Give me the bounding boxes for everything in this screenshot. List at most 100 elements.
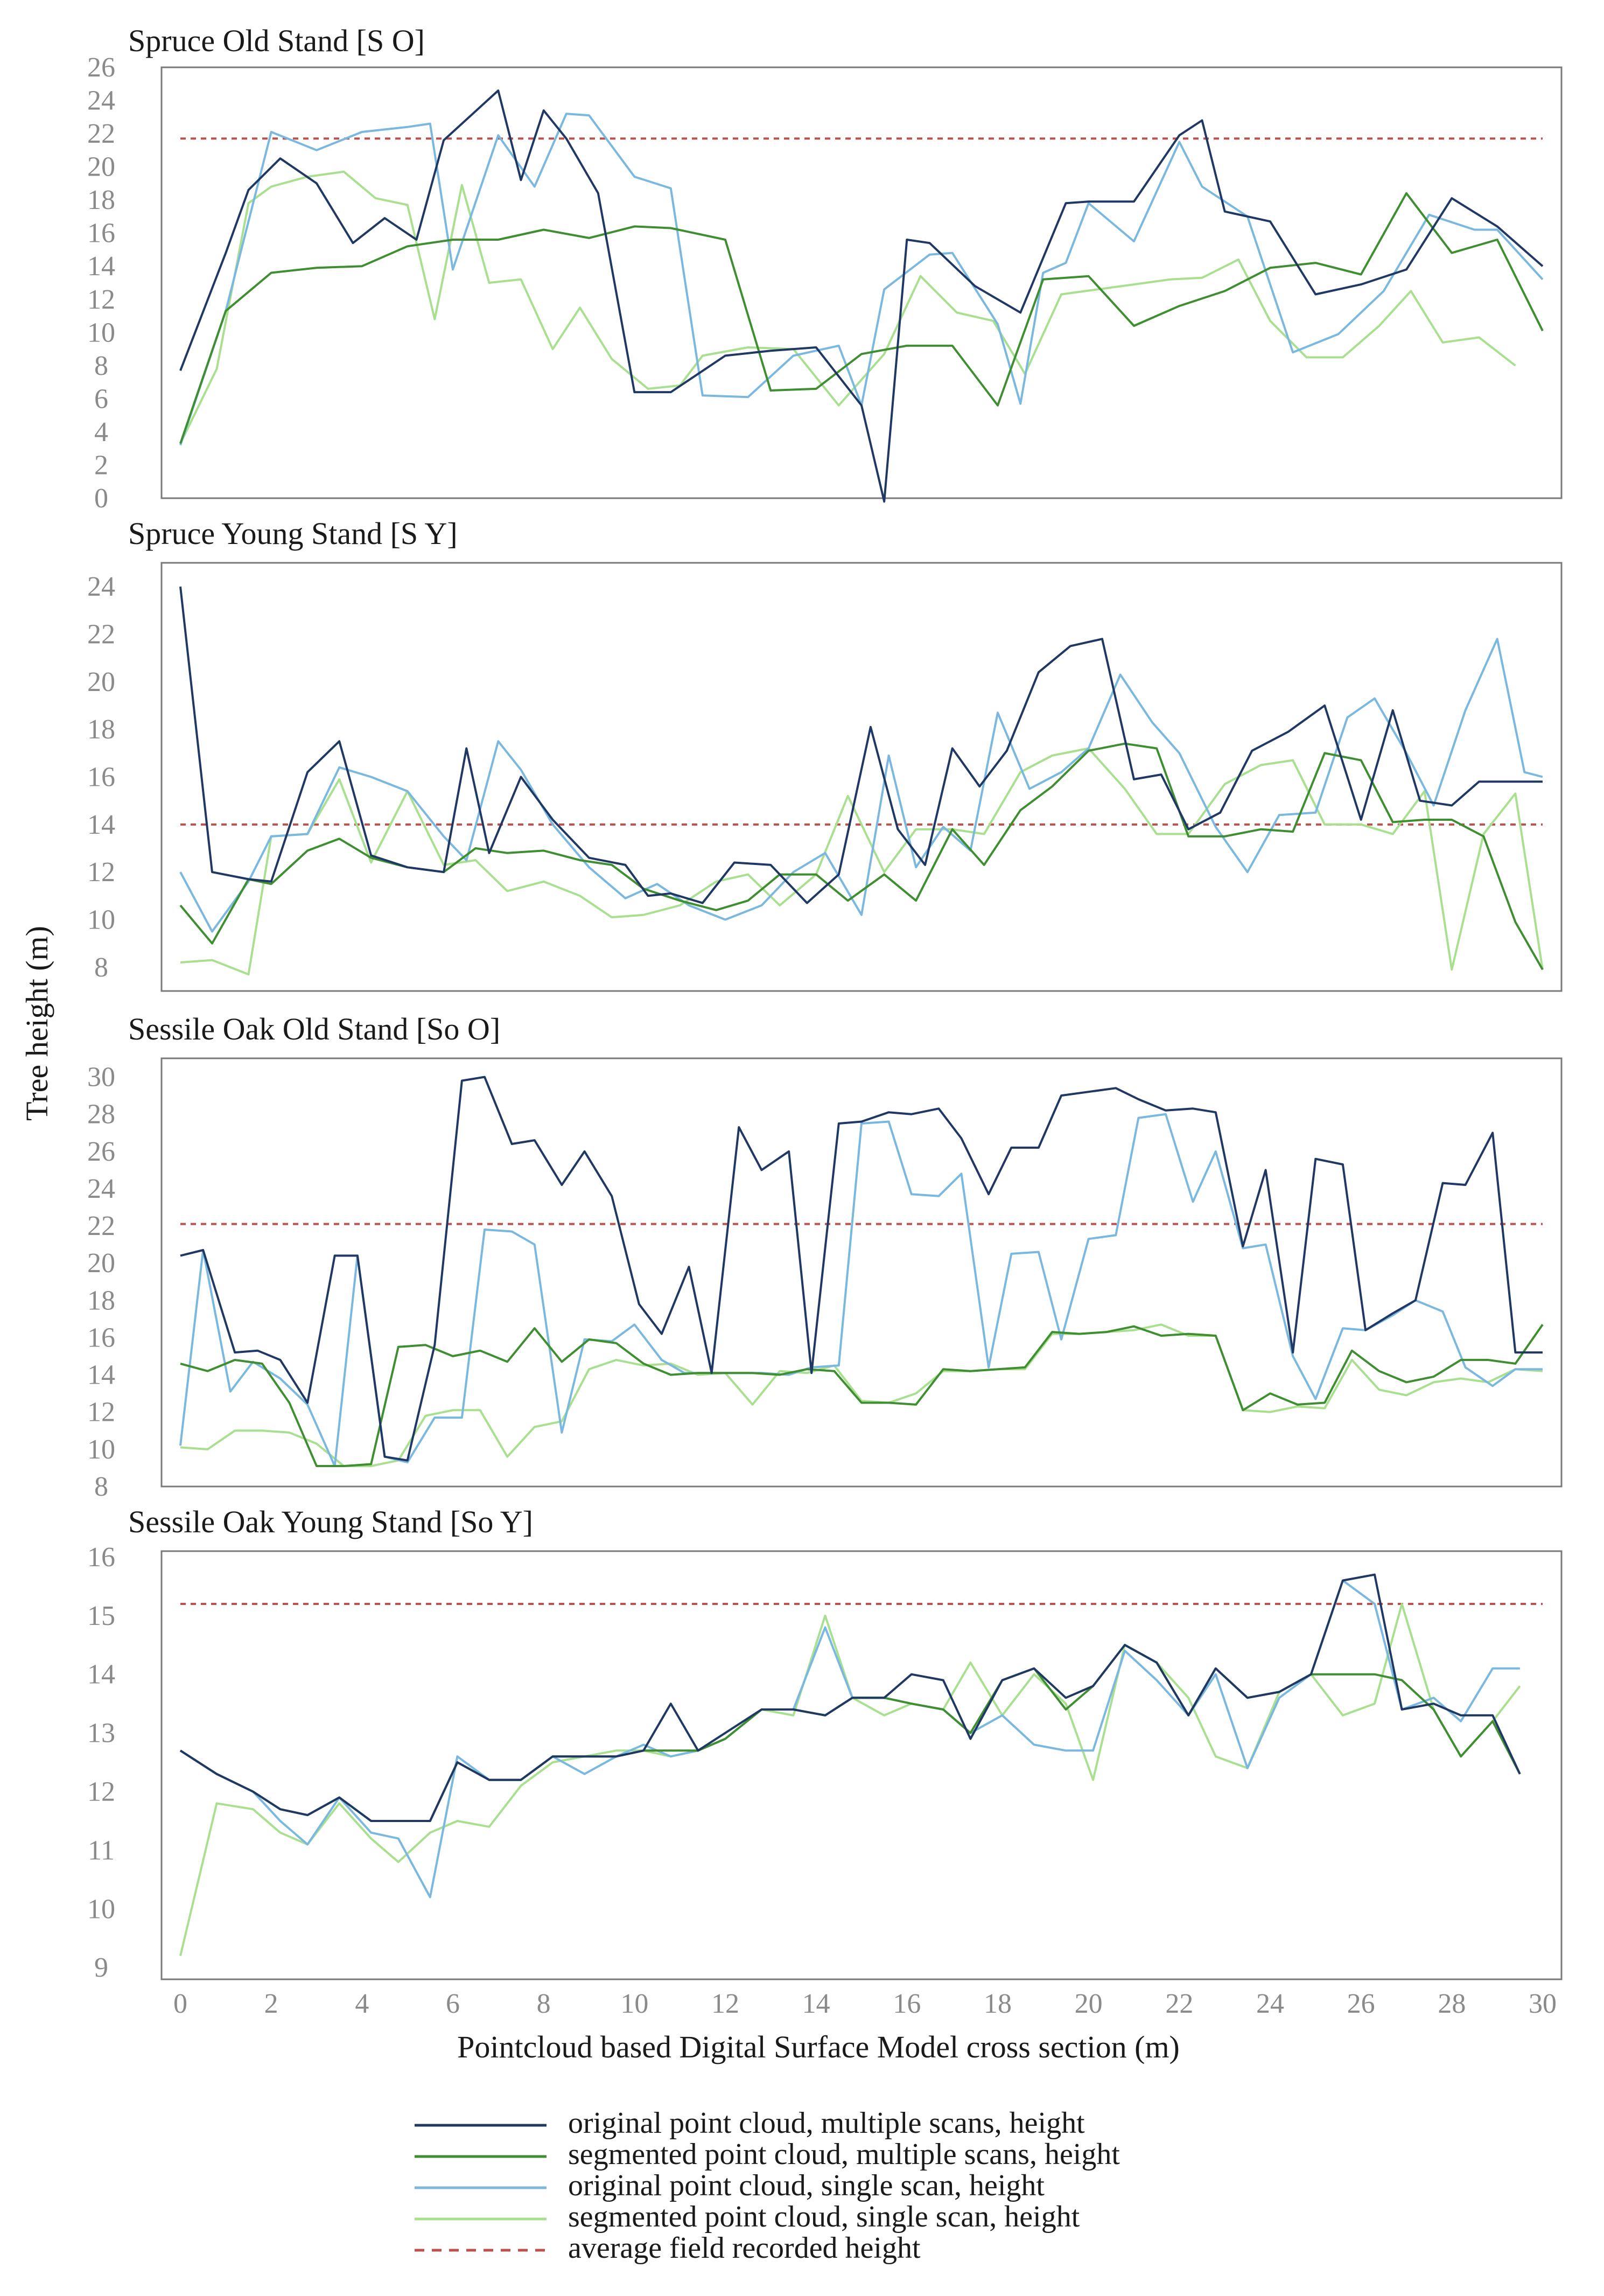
y-tick-label: 4 — [94, 417, 108, 448]
legend-label: average field recorded height — [568, 2231, 921, 2265]
series-line-orig_single — [179, 113, 1544, 446]
panel-title: Spruce Young Stand [S Y] — [128, 516, 458, 551]
y-tick-label: 30 — [87, 1062, 115, 1093]
y-tick-label: 11 — [88, 1835, 115, 1866]
y-tick-label: 16 — [87, 762, 115, 793]
series-line-orig_single — [179, 638, 1543, 933]
legend-item-orig_multi: original point cloud, multiple scans, he… — [415, 2106, 1085, 2140]
x-axis-label: Pointcloud based Digital Surface Model c… — [457, 2029, 1180, 2064]
panel-1: Spruce Old Stand [S O]024681012141618202… — [87, 23, 1563, 514]
x-tick-label: 24 — [1256, 1988, 1284, 2019]
legend: original point cloud, multiple scans, he… — [415, 2106, 1120, 2265]
y-tick-label: 26 — [87, 52, 115, 83]
legend-label: original point cloud, single scan, heigh… — [568, 2169, 1045, 2202]
legend-label: segmented point cloud, single scan, heig… — [568, 2200, 1080, 2234]
y-tick-label: 22 — [87, 619, 115, 650]
y-tick-label: 14 — [87, 1659, 115, 1690]
x-tick-label: 14 — [802, 1988, 830, 2019]
y-tick-label: 16 — [87, 1322, 115, 1353]
y-tick-label: 12 — [87, 857, 115, 888]
series-line-seg_single — [180, 1323, 1543, 1467]
y-tick-label: 20 — [87, 1248, 115, 1279]
y-tick-label: 26 — [87, 1136, 115, 1167]
x-tick-label: 12 — [711, 1988, 739, 2019]
series-line-seg_multi — [180, 1324, 1544, 1467]
legend-label: original point cloud, multiple scans, he… — [568, 2106, 1085, 2140]
y-tick-label: 9 — [94, 1952, 108, 1983]
y-axis-label: Tree height (m) — [19, 926, 54, 1121]
x-tick-label: 2 — [264, 1988, 278, 2019]
y-tick-label: 8 — [94, 351, 108, 381]
y-tick-label: 20 — [87, 152, 115, 183]
y-tick-label: 24 — [87, 1174, 115, 1204]
series-line-seg_multi — [179, 192, 1544, 444]
series-line-orig_multi — [179, 89, 1544, 503]
panel-4: Sessile Oak Young Stand [So Y] 9 10 11 12 13 1… — [87, 1504, 1563, 1983]
series-line-orig_single — [179, 1579, 1520, 1899]
y-tick-label: 6 — [94, 383, 108, 414]
series-line-seg_multi — [179, 742, 1544, 971]
series-line-seg_single — [180, 747, 1544, 976]
y-tick-label: 10 — [87, 905, 115, 936]
y-tick-label: 24 — [87, 571, 115, 602]
y-tick-label: 10 — [87, 317, 115, 348]
y-tick-label: 8 — [94, 952, 108, 983]
legend-item-seg_single: segmented point cloud, single scan, heig… — [415, 2200, 1080, 2234]
x-tick-label: 16 — [893, 1988, 921, 2019]
y-tick-label: 13 — [87, 1718, 115, 1749]
y-tick-label: 28 — [87, 1099, 115, 1130]
x-tick-label: 4 — [355, 1988, 369, 2019]
x-tick-label: 0 — [173, 1988, 187, 2019]
plot-frame — [160, 1550, 1563, 1980]
y-tick-label: 2 — [94, 450, 108, 480]
legend-label: segmented point cloud, multiple scans, h… — [568, 2138, 1120, 2171]
y-tick-label: 18 — [87, 714, 115, 745]
panels: Spruce Old Stand [S O]024681012141618202… — [87, 23, 1563, 1983]
x-tick-label: 8 — [537, 1988, 551, 2019]
y-tick-label: 12 — [87, 1777, 115, 1808]
x-tick-label: 28 — [1438, 1988, 1466, 2019]
x-tick-label: 10 — [620, 1988, 648, 2019]
y-tick-label: 12 — [87, 1397, 115, 1428]
x-tick-label: 20 — [1075, 1988, 1103, 2019]
y-tick-label: 12 — [87, 284, 115, 315]
panel-title: Sessile Oak Young Stand [So Y] — [128, 1504, 533, 1539]
y-tick-label: 24 — [87, 86, 115, 116]
series-line-seg_single — [179, 1603, 1521, 1956]
legend-item-field: average field recorded height — [415, 2231, 921, 2265]
series-line-seg_multi — [179, 1644, 1521, 1822]
y-tick-label: 0 — [94, 483, 108, 514]
y-tick-label: 22 — [87, 1211, 115, 1241]
plot-frame — [160, 562, 1563, 992]
y-tick-label: 14 — [87, 1360, 115, 1391]
x-tick-label: 18 — [984, 1988, 1012, 2019]
legend-item-orig_single: original point cloud, single scan, heigh… — [415, 2169, 1045, 2202]
series-line-orig_multi — [179, 1573, 1521, 1822]
y-tick-label: 15 — [87, 1601, 115, 1631]
series-line-seg_single — [179, 170, 1516, 444]
y-tick-label: 22 — [87, 118, 115, 149]
x-tick-label: 6 — [446, 1988, 460, 2019]
y-tick-label: 10 — [87, 1434, 115, 1465]
x-axis-ticks: 0 2 4 6 8 10 12 14 16 18 20 22 24 26 28 30 — [173, 1988, 1557, 2019]
panel-3: Sessile Oak Old Stand [So O] 8 10 12 14 16 18 2… — [87, 1011, 1563, 1502]
x-tick-label: 22 — [1165, 1988, 1193, 2019]
plot-frame — [160, 1057, 1563, 1488]
y-tick-label: 18 — [87, 1285, 115, 1316]
panel-title: Sessile Oak Old Stand [So O] — [128, 1011, 500, 1046]
x-tick-label: 30 — [1529, 1988, 1557, 2019]
x-tick-label: 26 — [1347, 1988, 1375, 2019]
plot-frame — [160, 66, 1563, 499]
y-tick-label: 8 — [94, 1471, 108, 1502]
panel-title: Spruce Old Stand [S O] — [128, 23, 425, 58]
y-tick-label: 20 — [87, 667, 115, 697]
y-tick-label: 14 — [87, 251, 115, 282]
y-tick-label: 16 — [87, 218, 115, 249]
y-tick-label: 18 — [87, 185, 115, 215]
panel-2: Spruce Young Stand [S Y] 8 10 12 14 16 18 20 22 2… — [87, 516, 1563, 992]
y-tick-label: 14 — [87, 809, 115, 840]
y-tick-label: 16 — [87, 1542, 115, 1573]
legend-item-seg_multi: segmented point cloud, multiple scans, h… — [415, 2138, 1120, 2171]
y-tick-label: 10 — [87, 1894, 115, 1924]
